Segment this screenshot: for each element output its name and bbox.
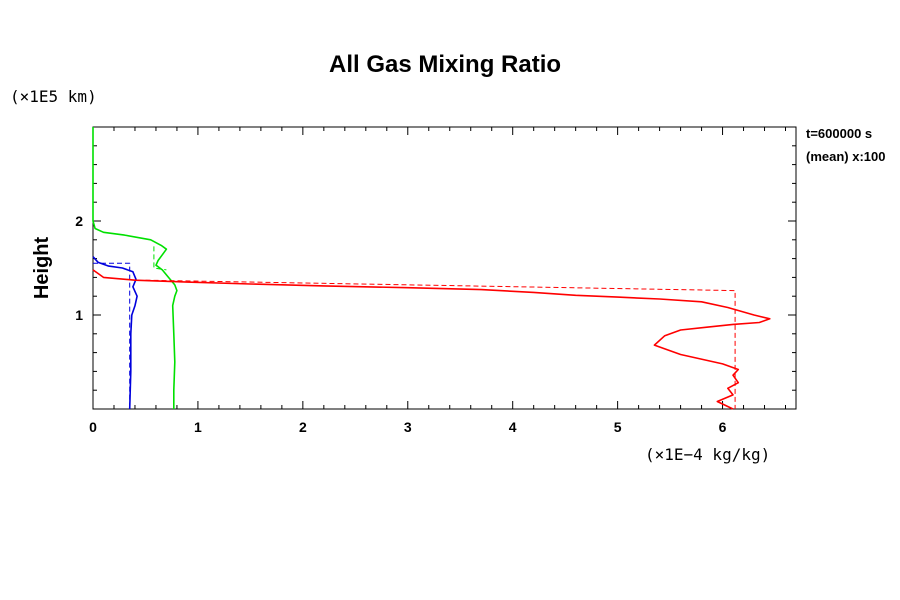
series-line-1: [92, 127, 178, 409]
x-tick-label: 4: [509, 419, 517, 435]
y-tick-label: 1: [75, 307, 83, 323]
series-line-4: [93, 262, 131, 409]
series-line-3: [92, 256, 138, 410]
series-layer: [92, 127, 771, 410]
y-unit-label: (×1E5 km): [10, 87, 97, 106]
plot-frame: [92, 126, 797, 410]
x-unit-label: (×1E−4 kg/kg): [645, 445, 770, 464]
x-tick-label: 0: [89, 419, 97, 435]
x-tick-label: 5: [614, 419, 622, 435]
x-tick-label: 2: [299, 419, 307, 435]
chart-title: All Gas Mixing Ratio: [329, 51, 561, 78]
series-line-5: [92, 269, 771, 410]
axis-ticks: 0 1 2 3 4 5 6 1 2: [75, 127, 796, 435]
x-tick-label: 3: [404, 419, 412, 435]
x-tick-label: 6: [719, 419, 727, 435]
y-tick-label: 2: [75, 213, 83, 229]
y-axis-label: Height: [31, 237, 53, 300]
series-line-6: [145, 279, 736, 409]
x-tick-label: 1: [194, 419, 202, 435]
mean-annotation: (mean) x:100: [806, 149, 885, 164]
time-annotation: t=600000 s: [806, 126, 872, 141]
